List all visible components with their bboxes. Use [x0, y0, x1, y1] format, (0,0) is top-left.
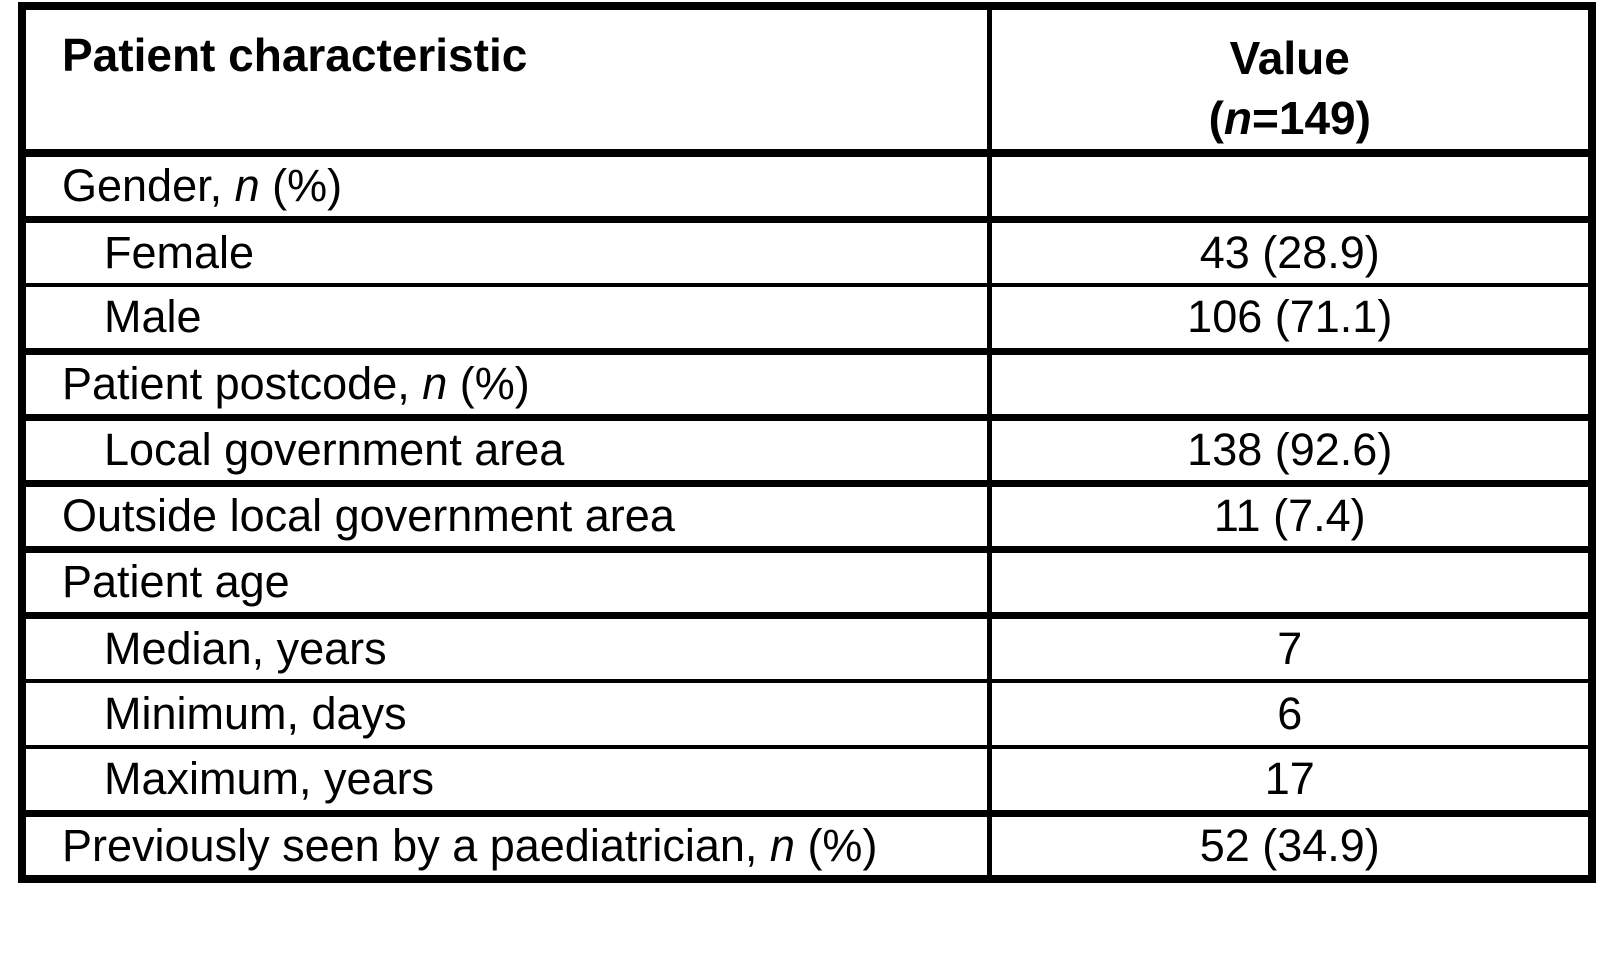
column-header-value: Value (n=149): [986, 4, 1594, 157]
table-row: Median, years 7: [20, 613, 1594, 683]
row-label: Male: [20, 283, 991, 353]
row-value: 17: [986, 745, 1594, 815]
row-value: 11 (7.4): [986, 479, 1594, 553]
row-value: 106 (71.1): [986, 283, 1594, 353]
row-label: Patient age: [20, 545, 991, 619]
table-row: Local government area 138 (92.6): [20, 415, 1594, 485]
patient-characteristics-table-wrap: Patient characteristic Value (n=149) Gen…: [18, 2, 1596, 883]
row-value: [986, 347, 1594, 421]
row-value: 138 (92.6): [986, 415, 1594, 485]
italic-n: n: [422, 358, 448, 409]
table-row: Patient age: [20, 545, 1594, 619]
row-value: 6: [986, 679, 1594, 749]
table-row: Maximum, years 17: [20, 745, 1594, 815]
row-label: Maximum, years: [20, 745, 991, 815]
column-header-patient-characteristic: Patient characteristic: [20, 4, 991, 157]
row-label: Gender, n (%): [20, 149, 991, 223]
row-label: Local government area: [20, 415, 991, 485]
row-value: 52 (34.9): [986, 809, 1594, 883]
italic-n: n: [769, 819, 795, 871]
row-value: 43 (28.9): [986, 217, 1594, 287]
header-row: Patient characteristic Value (n=149): [20, 4, 1594, 157]
value-header-line2: (n=149): [1208, 92, 1371, 144]
row-label: Previously seen by a paediatrician, n (%…: [20, 809, 991, 883]
row-value: [986, 545, 1594, 619]
row-label: Median, years: [20, 613, 991, 683]
row-value: [986, 149, 1594, 223]
row-label: Female: [20, 217, 991, 287]
table-row: Outside local government area 11 (7.4): [20, 479, 1594, 553]
table-row: Minimum, days 6: [20, 679, 1594, 749]
row-label: Patient postcode, n (%): [20, 347, 991, 421]
table-row: Patient postcode, n (%): [20, 347, 1594, 421]
row-label: Minimum, days: [20, 679, 991, 749]
italic-n: n: [1223, 92, 1252, 144]
row-value: 7: [986, 613, 1594, 683]
table-row: Previously seen by a paediatrician, n (%…: [20, 809, 1594, 883]
row-label: Outside local government area: [20, 479, 991, 553]
table-row: Male 106 (71.1): [20, 283, 1594, 353]
patient-characteristics-table: Patient characteristic Value (n=149) Gen…: [18, 2, 1596, 883]
italic-n: n: [234, 160, 260, 212]
value-header-line1: Value: [1229, 32, 1350, 84]
table-row: Female 43 (28.9): [20, 217, 1594, 287]
table-row: Gender, n (%): [20, 149, 1594, 223]
